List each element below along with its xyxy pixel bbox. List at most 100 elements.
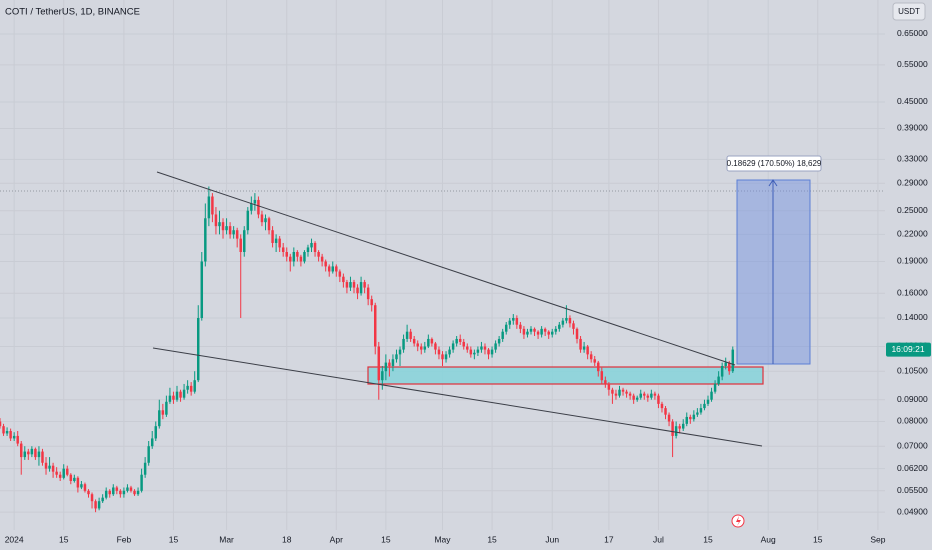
event-bolt (736, 516, 741, 526)
x-tick-label: 2024 (5, 534, 24, 544)
candle-body (717, 376, 720, 384)
candle-body (434, 343, 437, 350)
candle-body (104, 490, 108, 498)
candle-body (575, 328, 579, 339)
candle-body (44, 462, 48, 469)
candle-body (720, 365, 724, 377)
candle-body (58, 474, 62, 478)
drawings: 0.18629 (170.50%) 18,629 (0, 155, 885, 528)
y-tick-label: 0.05500 (897, 485, 928, 495)
candle-body (448, 349, 451, 355)
candle-body (689, 416, 692, 420)
candle-body (62, 468, 65, 478)
x-tick-label: May (434, 534, 451, 544)
candle-body (483, 346, 487, 350)
candle-body (150, 438, 154, 447)
candle-body (97, 501, 101, 509)
x-tick-label: Sep (870, 534, 885, 544)
candle-body (381, 371, 384, 381)
candle-body (338, 271, 342, 277)
candle-body (685, 416, 688, 424)
candle-body (423, 346, 427, 350)
candle-body (582, 346, 586, 350)
candle-body (66, 468, 69, 475)
candle-body (158, 410, 161, 427)
y-tick-label: 0.25000 (897, 205, 928, 215)
candle-body (274, 238, 278, 243)
candle-body (207, 196, 211, 219)
candle-body (597, 362, 600, 372)
candle-body (179, 391, 182, 398)
y-tick-label: 0.04900 (897, 506, 928, 516)
candle-body (296, 251, 299, 257)
candle-body (9, 430, 12, 439)
y-tick-label: 0.07000 (897, 440, 928, 450)
x-tick-label: 15 (813, 534, 823, 544)
candle-body (650, 393, 653, 398)
y-tick-label: 0.06200 (897, 463, 928, 473)
candle-body (671, 421, 674, 436)
candle-body (540, 328, 543, 335)
candle-body (264, 218, 267, 223)
candle-body (370, 299, 373, 306)
candle-body (554, 328, 558, 332)
candle-body (405, 331, 409, 339)
candle-body (271, 230, 274, 243)
candle-body (324, 261, 327, 267)
candle-body (101, 497, 104, 502)
y-tick-label: 0.45000 (897, 96, 928, 106)
candle-body (643, 393, 646, 396)
y-tick-label: 0.19000 (897, 256, 928, 266)
candle-body (211, 196, 214, 215)
candle-body (731, 349, 735, 372)
candle-body (20, 443, 23, 458)
candle-body (504, 324, 508, 332)
candle-body (551, 331, 554, 335)
candle-body (579, 338, 582, 350)
candle-body (586, 346, 589, 355)
candle-body (635, 397, 639, 400)
candle-body (204, 218, 207, 262)
candle-body (391, 359, 395, 366)
candle-body (147, 446, 150, 463)
x-tick-label: 17 (604, 534, 614, 544)
candle-body (108, 490, 111, 495)
candle-body (462, 341, 465, 347)
candle-body (73, 477, 76, 481)
candle-body (310, 242, 313, 248)
x-tick-label: Feb (117, 534, 132, 544)
candle-body (320, 256, 324, 262)
currency-box[interactable] (892, 2, 926, 21)
candle-body (600, 371, 604, 381)
candle-body (589, 354, 593, 360)
candle-body (140, 474, 143, 491)
candle-body (696, 412, 699, 415)
candle-body (182, 389, 186, 398)
currency-label: USDT (898, 7, 920, 16)
support-zone (367, 366, 764, 385)
time-axis-bg (0, 532, 885, 550)
candle-body (674, 426, 678, 436)
price-axis-bg (885, 0, 932, 550)
candle-body (16, 435, 19, 444)
candle-body (713, 383, 717, 392)
candle-body (352, 282, 356, 288)
candle-body (561, 320, 565, 325)
candle-body (547, 331, 550, 335)
candle-body (607, 383, 611, 390)
candle-body (458, 338, 462, 342)
candle-body (278, 238, 281, 248)
y-tick-label: 0.10500 (897, 365, 928, 375)
candle-body (667, 414, 671, 422)
candle-body (621, 389, 625, 392)
candle-body (490, 349, 494, 355)
candle-body (299, 256, 303, 262)
candle-body (487, 349, 490, 355)
candle-body (409, 331, 412, 339)
candle-body (83, 484, 87, 491)
candle-body (628, 393, 632, 396)
candle-body (501, 331, 504, 339)
candle-body (512, 317, 515, 321)
candle-body (136, 490, 140, 495)
